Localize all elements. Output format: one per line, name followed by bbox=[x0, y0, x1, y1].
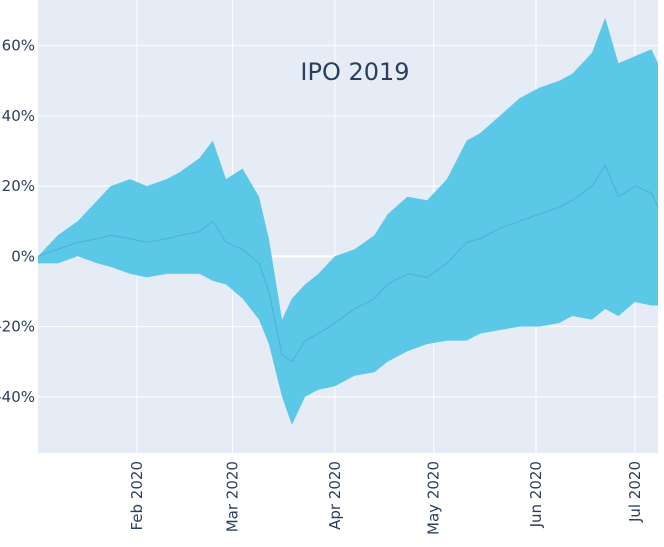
x-axis: Feb 2020 Mar 2020 Apr 2020 May 2020 Jun 2020… bbox=[128, 461, 644, 535]
y-tick-label: -40% bbox=[0, 388, 35, 406]
y-axis: -40% -20% 0% 20% 40% 60% bbox=[0, 37, 35, 406]
y-tick-label: 40% bbox=[2, 107, 35, 125]
x-tick-label: Jul 2020 bbox=[626, 461, 644, 523]
x-tick-label: Apr 2020 bbox=[326, 461, 344, 530]
x-tick-label: Mar 2020 bbox=[224, 461, 242, 532]
range-band bbox=[38, 17, 658, 425]
x-tick-label: Feb 2020 bbox=[128, 461, 146, 531]
chart-title: IPO 2019 bbox=[300, 58, 409, 86]
x-tick-label: May 2020 bbox=[425, 461, 443, 535]
y-tick-label: 20% bbox=[2, 177, 35, 195]
y-tick-label: 60% bbox=[2, 37, 35, 55]
y-tick-label: 0% bbox=[11, 247, 35, 265]
x-tick-label: Jun 2020 bbox=[527, 461, 545, 528]
y-tick-label: -20% bbox=[0, 318, 35, 336]
median-line bbox=[37, 163, 659, 363]
